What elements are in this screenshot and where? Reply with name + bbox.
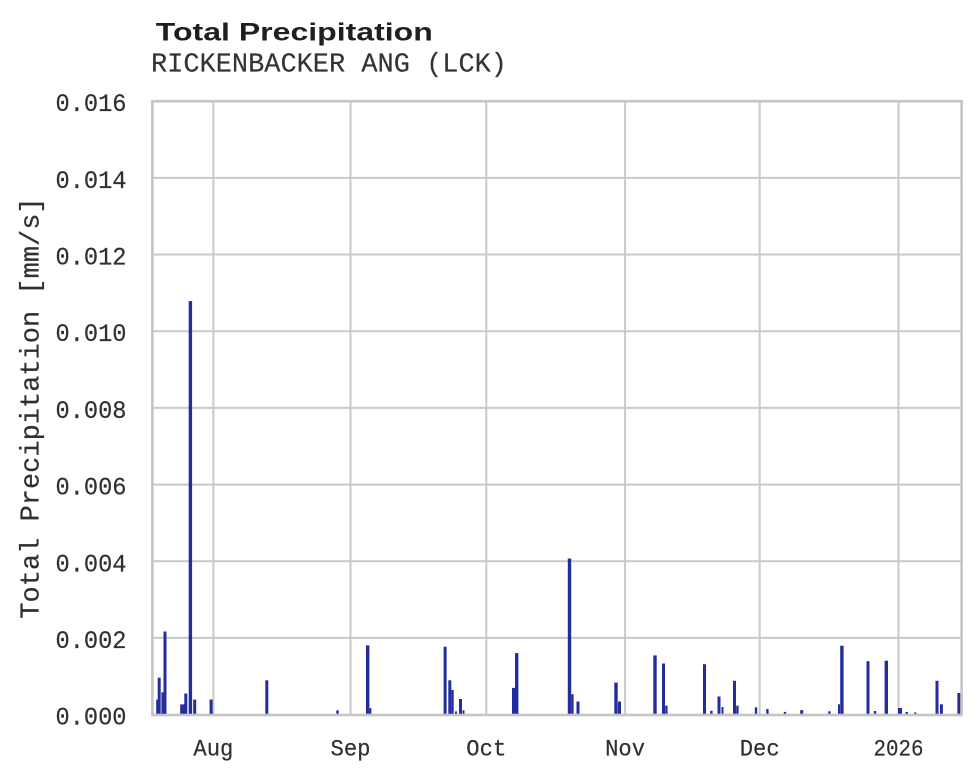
svg-text:Aug: Aug xyxy=(193,737,233,763)
svg-text:RICKENBACKER ANG (LCK): RICKENBACKER ANG (LCK) xyxy=(151,50,507,80)
svg-text:Oct: Oct xyxy=(466,737,506,763)
svg-text:Total Precipitation: Total Precipitation xyxy=(156,19,433,47)
svg-text:0.014: 0.014 xyxy=(56,167,127,196)
svg-text:0.002: 0.002 xyxy=(56,627,127,656)
svg-text:Dec: Dec xyxy=(740,737,780,763)
svg-text:Nov: Nov xyxy=(605,737,645,763)
svg-text:0.008: 0.008 xyxy=(56,397,127,426)
svg-text:0.016: 0.016 xyxy=(56,90,127,119)
svg-text:0.012: 0.012 xyxy=(56,244,127,273)
svg-text:2026: 2026 xyxy=(874,737,924,763)
svg-text:0.000: 0.000 xyxy=(56,704,127,733)
svg-text:0.004: 0.004 xyxy=(56,550,127,579)
svg-text:0.010: 0.010 xyxy=(56,320,127,349)
svg-text:0.006: 0.006 xyxy=(56,474,127,503)
svg-text:Sep: Sep xyxy=(331,737,371,763)
svg-text:Total Precipitation [mm/s]: Total Precipitation [mm/s] xyxy=(18,197,48,618)
